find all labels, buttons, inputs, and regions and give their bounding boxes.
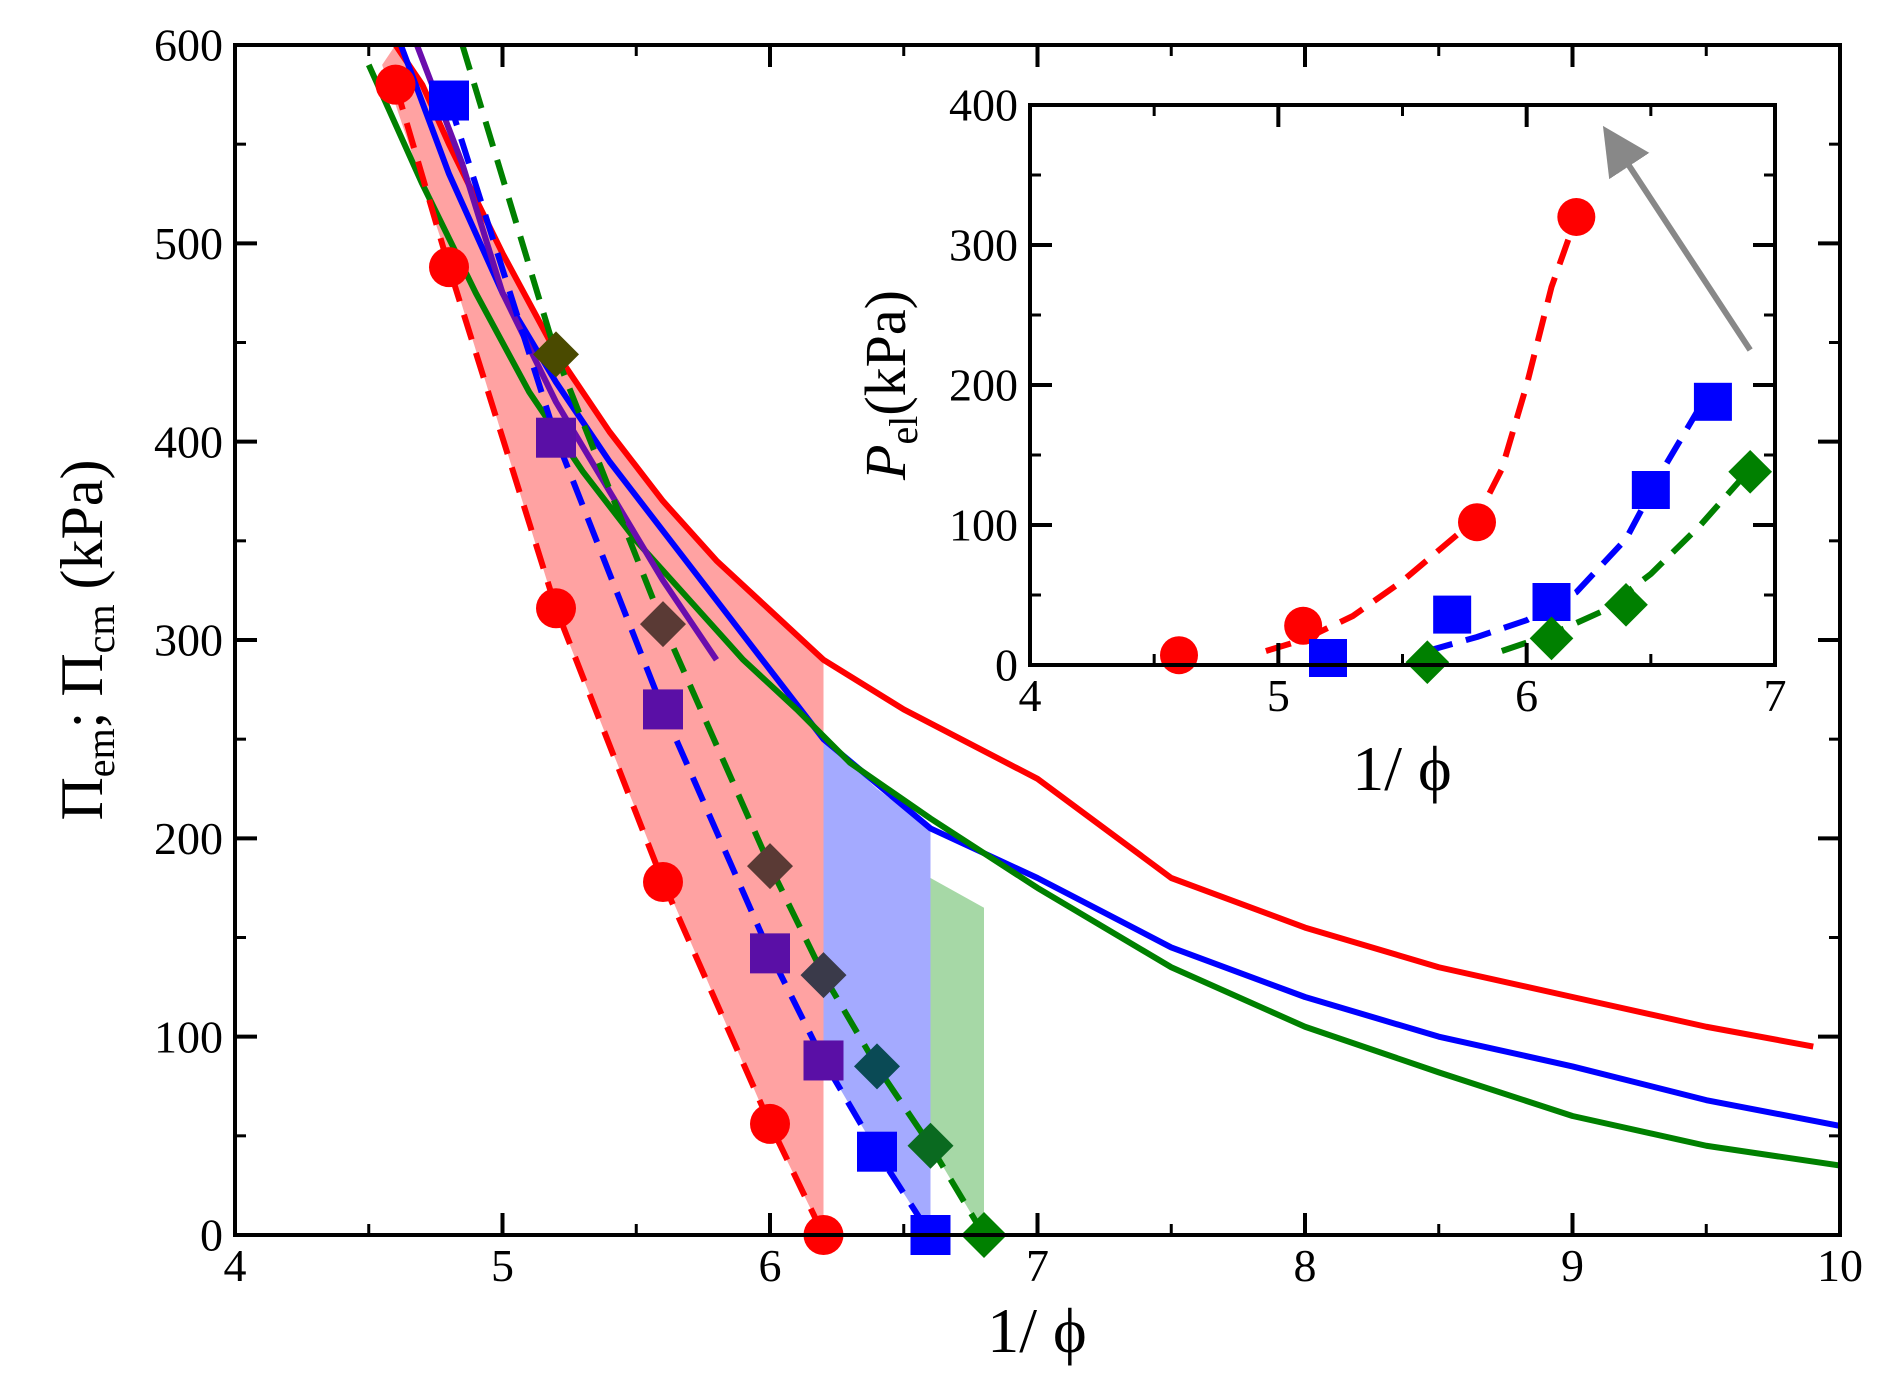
inset-blue-fit-line <box>1426 404 1704 654</box>
blue-dashed-marker <box>429 80 469 121</box>
inset-y-tick-label: 100 <box>949 500 1018 551</box>
main-bands <box>382 45 984 1235</box>
inset-red-marker <box>1458 503 1496 542</box>
main-x-axis-label: 1/ ϕ <box>987 1295 1086 1366</box>
blue-dashed-marker <box>857 1131 897 1172</box>
main-y-tick-label: 500 <box>154 218 223 269</box>
inset-blue-marker <box>1309 639 1347 677</box>
red-dashed-marker <box>375 64 416 105</box>
main-x-tick-label: 7 <box>1026 1240 1049 1291</box>
green-dashed-marker <box>640 601 686 648</box>
green-region <box>930 878 984 1235</box>
inset-blue-marker <box>1433 595 1472 634</box>
inset-red-marker <box>1557 198 1596 236</box>
inset-y-axis-label-p: P <box>853 445 918 481</box>
main-x-tick-labels: 4 5 6 7 8 9 10 <box>224 1240 1864 1291</box>
inset-x-tick-label: 7 <box>1764 670 1787 721</box>
blue-region <box>823 739 931 1235</box>
main-y-axis-label-sub1: em <box>78 728 123 777</box>
inset-red-fit-line <box>1265 215 1580 654</box>
main-markers <box>375 64 1007 1258</box>
inset-arrow <box>1602 125 1753 352</box>
main-y-axis-label-sub2: cm <box>78 604 123 653</box>
main-y-axis-label: Πem; Πcm (kPa) <box>49 459 123 820</box>
main-x-tick-label: 4 <box>224 1240 247 1291</box>
main-x-tick-label: 8 <box>1294 1240 1317 1291</box>
red-dashed-marker <box>643 861 683 902</box>
inset-y-axis-label-tail: (kPa) <box>853 290 918 416</box>
inset-green-marker <box>1604 582 1648 627</box>
inset-y-tick-labels: 0 100 200 300 400 <box>949 80 1018 691</box>
inset-x-axis-label: 1/ ϕ <box>1352 733 1451 804</box>
inset-blue-marker <box>1693 382 1732 421</box>
inset-red-marker <box>1160 636 1198 675</box>
inset-blue-marker <box>1532 583 1571 621</box>
inset-y-tick-label: 400 <box>949 80 1018 131</box>
red-dashed-marker <box>750 1103 790 1144</box>
red-dashed-marker <box>429 247 469 288</box>
main-chart: 4 5 6 7 8 9 10 0 100 200 300 400 500 600 1/ ϕ Πem; Π… <box>49 20 1863 1366</box>
main-y-tick-label: 600 <box>154 20 223 71</box>
green-dashed-marker <box>747 843 793 890</box>
main-x-tick-label: 5 <box>491 1240 514 1291</box>
main-x-tick-label: 6 <box>759 1240 782 1291</box>
green-dashed-marker <box>907 1122 954 1169</box>
inset-y-axis-label-sub: el <box>881 416 926 445</box>
main-y-axis-label-tail: (kPa) <box>49 459 115 604</box>
main-y-tick-labels: 0 100 200 300 400 500 600 <box>154 20 223 1261</box>
blue-dashed-marker <box>536 417 576 458</box>
green-dashed-marker <box>800 952 847 999</box>
red-dashed-line <box>392 83 827 1235</box>
inset-x-tick-labels: 4 5 6 7 <box>1019 670 1787 721</box>
inset-chart: 4 5 6 7 0 100 200 300 400 1/ ϕ Pel(kPa) <box>853 80 1787 804</box>
inset-x-tick-label: 4 <box>1019 670 1042 721</box>
inset-x-tick-label: 6 <box>1515 670 1538 721</box>
inset-blue-marker <box>1631 471 1670 509</box>
purple-solid-line <box>414 45 719 662</box>
main-y-tick-label: 300 <box>154 615 223 666</box>
inset-green-marker <box>1728 449 1773 494</box>
inset-y-tick-label: 300 <box>949 220 1018 271</box>
inset-green-marker <box>1405 640 1450 685</box>
blue-dashed-marker <box>803 1040 844 1081</box>
blue-dashed-marker <box>643 689 683 730</box>
inset-y-tick-label: 0 <box>995 640 1018 691</box>
main-y-axis-label-part: Π <box>49 777 115 820</box>
green-solid-line <box>366 63 1840 1169</box>
main-y-axis-label-sep: ; Π <box>49 653 115 728</box>
green-dashed-marker <box>854 1043 900 1090</box>
blue-dashed-marker <box>750 933 790 974</box>
main-y-tick-label: 100 <box>154 1011 223 1062</box>
inset-background <box>1030 105 1775 665</box>
inset-green-marker <box>1529 616 1574 661</box>
green-dashed-marker <box>533 331 579 378</box>
red-region <box>382 45 824 1235</box>
main-y-tick-label: 400 <box>154 416 223 467</box>
red-dashed-marker <box>536 588 576 629</box>
main-y-tick-label: 0 <box>200 1210 223 1261</box>
main-y-tick-label: 200 <box>154 813 223 864</box>
inset-ticks <box>1028 103 1777 667</box>
inset-y-tick-label: 200 <box>949 360 1018 411</box>
main-ticks <box>233 43 1842 1237</box>
inset-markers <box>1160 198 1773 685</box>
main-x-tick-label: 9 <box>1561 1240 1584 1291</box>
inset-y-axis-label: Pel(kPa) <box>853 290 926 481</box>
inset-red-marker <box>1284 606 1323 645</box>
inset-x-tick-label: 5 <box>1267 670 1290 721</box>
main-x-tick-label: 10 <box>1817 1240 1863 1291</box>
